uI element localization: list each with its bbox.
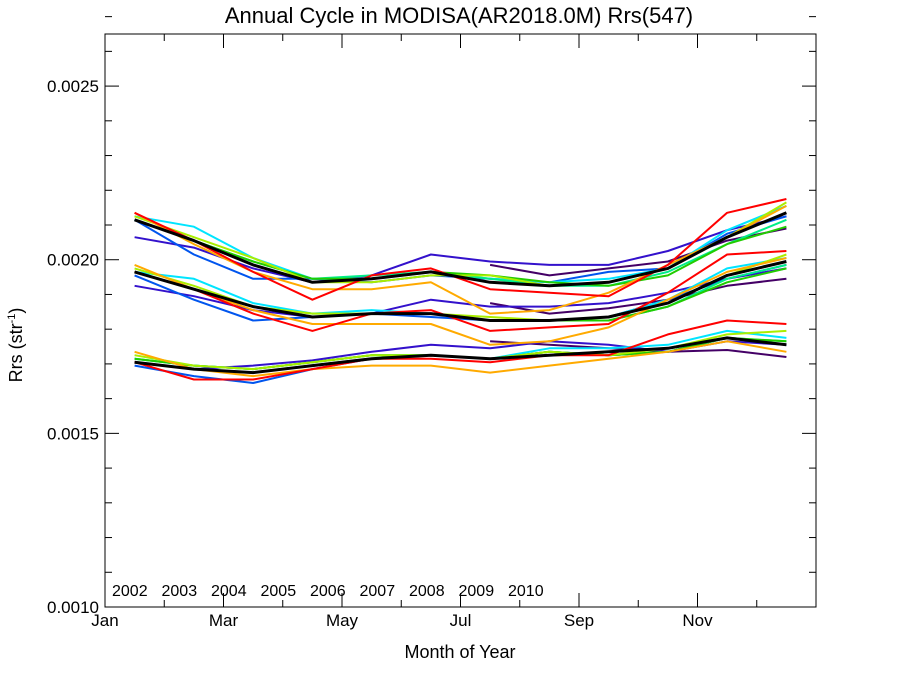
climatology-line-lower [134,336,787,375]
svg-text:Rrs (str-1): Rrs (str-1) [6,308,26,383]
x-tick-label: Jul [450,611,472,630]
legend-entry-2005: 2005 [261,583,297,600]
x-tick-label: May [326,611,359,630]
x-tick-label: Jan [91,611,118,630]
series-lines [134,198,787,384]
y-axis-label-prefix: Rrs (str [6,323,26,382]
y-axis-label-suffix: ) [6,308,26,314]
series-line-2002-middle [489,277,787,315]
legend: 2002 2003 2004 2005 2006 2007 2008 2009 2010 [112,583,544,600]
legend-entry-2004: 2004 [211,583,247,600]
series-line-2003-upper [134,215,787,284]
climatology-line-upper [134,211,787,288]
legend-entry-2002: 2002 [112,583,148,600]
series-line-2003-middle [134,267,787,318]
plot-area-frame [104,33,817,608]
y-tick-label: 0.0020 [47,251,99,270]
y-axis-label: Rrs (str-1) [6,308,26,383]
climatology-line-middle [134,260,787,322]
legend-entry-2010: 2010 [508,583,544,600]
axis-ticks [104,16,817,608]
legend-entry-2003: 2003 [162,583,198,600]
y-tick-label: 0.0025 [47,77,99,96]
x-tick-label: Nov [682,611,713,630]
legend-entry-2008: 2008 [409,583,445,600]
legend-entry-2006: 2006 [310,583,346,600]
series-line-2004-upper [134,215,787,284]
series-line-2009-middle [134,257,787,346]
series-line-2010-middle [134,250,787,332]
chart-title: Annual Cycle in MODISA(AR2018.0M) Rrs(54… [225,3,693,28]
series-line-2010-upper [134,198,787,301]
series-line-2009-lower [134,340,787,378]
y-axis-label-superscript: -1 [6,314,18,324]
legend-entry-2007: 2007 [360,583,396,600]
series-line-2002-upper [489,227,787,277]
series-line-2010-lower [134,319,787,381]
series-line-2008-lower [134,329,787,371]
x-tick-label: Sep [564,611,594,630]
series-line-2007-upper [134,218,787,287]
x-tick-label: Mar [209,611,239,630]
legend-entry-2009: 2009 [459,583,495,600]
y-tick-label: 0.0015 [47,424,99,443]
axis-tick-labels: 0.0010 0.0015 0.0020 0.0025 Jan Mar May Jul Sep N… [47,77,713,630]
x-axis-label: Month of Year [404,642,515,662]
series-line-2005-lower [134,329,787,371]
y-tick-label: 0.0010 [47,598,99,617]
series-line-2004-middle [134,263,787,322]
